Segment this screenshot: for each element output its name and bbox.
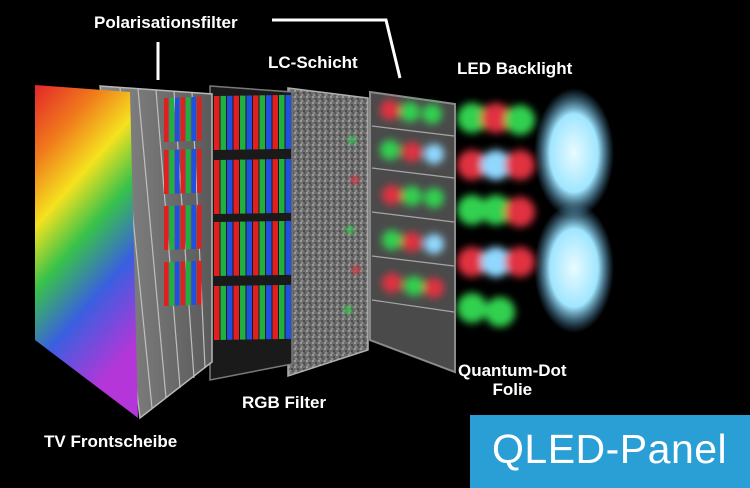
rgb-subpixel [246, 159, 252, 214]
rgb-subpixel [233, 221, 239, 276]
rgb-subpixel [253, 285, 259, 340]
rgb-subpixel [259, 95, 265, 150]
rgb-subpixel [233, 159, 239, 214]
rgb-subpixel [227, 159, 233, 214]
badge-title: QLED-Panel [492, 426, 728, 472]
label-led-backlight: LED Backlight [457, 59, 573, 78]
label-rgb-filter: RGB Filter [242, 393, 327, 412]
rgb-subpixel [233, 95, 239, 150]
rgb-subpixel [175, 149, 180, 194]
rgb-subpixel [191, 261, 196, 305]
rgb-subpixel [285, 284, 291, 339]
rgb-subpixel [214, 286, 220, 340]
rgb-subpixel [197, 204, 202, 249]
rgb-subpixel [285, 158, 291, 213]
label-polarisationsfilter: Polarisationsfilter [94, 13, 238, 32]
rgb-subpixel [266, 159, 272, 214]
rgb-subpixel [164, 206, 169, 250]
rgb-subpixel [227, 285, 233, 340]
rgb-subpixel [272, 159, 278, 214]
rgb-subpixel [266, 285, 272, 340]
rgb-subpixel [175, 97, 180, 142]
rgb-subpixel [214, 222, 220, 276]
rgb-subpixel [180, 97, 185, 142]
rgb-subpixel [164, 150, 169, 194]
rgb-subpixel [220, 95, 226, 150]
label-quantum-dot-line1: Quantum-Dot [458, 361, 567, 380]
rgb-subpixel [279, 285, 285, 339]
leader-lc-schicht [272, 18, 402, 79]
led-glow-bottom [534, 203, 614, 333]
rgb-subpixel [164, 262, 169, 306]
rgb-subpixel [220, 221, 226, 276]
rgb-subpixel [191, 205, 196, 249]
rgb-subpixel [220, 285, 226, 340]
rgb-subpixel [240, 159, 246, 214]
rgb-subpixel [186, 261, 191, 306]
label-quantum-dot-line2: Folie [492, 380, 533, 399]
rgb-subpixel [279, 221, 285, 275]
lc-schicht-layer [287, 87, 369, 378]
rgb-subpixel [272, 95, 278, 150]
rgb-subpixel [169, 149, 174, 194]
led-glow-top [534, 88, 614, 218]
rgb-subpixel [180, 205, 185, 250]
rgb-subpixel [227, 95, 233, 150]
label-tv-frontscheibe: TV Frontscheibe [44, 432, 178, 451]
rgb-subpixel [285, 94, 291, 149]
rgb-subpixel [186, 97, 191, 142]
rgb-subpixel [266, 95, 272, 150]
rgb-subpixel [169, 205, 174, 250]
rgb-subpixel [279, 95, 285, 149]
rgb-subpixel [186, 149, 191, 194]
rgb-subpixel [272, 285, 278, 340]
rgb-subpixel [180, 261, 185, 306]
rgb-subpixel [164, 98, 169, 142]
rgb-subpixel [220, 159, 226, 214]
rgb-subpixel [197, 148, 202, 193]
rgb-subpixel [259, 221, 265, 276]
rgb-subpixel [246, 285, 252, 340]
label-quantum-dot-folie: Quantum-Dot Folie [458, 361, 567, 399]
rgb-subpixel [253, 159, 259, 214]
rgb-subpixel [197, 96, 202, 141]
rgb-subpixel [214, 160, 220, 214]
rgb-filter-layer [209, 85, 293, 381]
rgb-subpixel [197, 260, 202, 305]
quantum-dot-layer [457, 103, 535, 327]
rgb-subpixel [259, 285, 265, 340]
rgb-subpixel [175, 205, 180, 250]
lc-rear-frame [369, 90, 456, 374]
rgb-subpixel [240, 95, 246, 150]
rgb-subpixel [175, 261, 180, 306]
rgb-subpixel [279, 159, 285, 213]
rgb-subpixel [246, 95, 252, 150]
rgb-subpixel [253, 95, 259, 150]
rgb-subpixel [240, 285, 246, 340]
rgb-subpixel [180, 149, 185, 194]
rgb-subpixel [272, 221, 278, 276]
rgb-subpixel [169, 261, 174, 306]
rgb-subpixel [191, 149, 196, 193]
rgb-subpixel [186, 205, 191, 250]
rgb-subpixel [259, 159, 265, 214]
led-backlight-layer [534, 88, 614, 333]
rgb-subpixel [227, 221, 233, 276]
rgb-subpixel [169, 97, 174, 142]
rgb-subpixel [214, 96, 220, 150]
rgb-subpixel [266, 221, 272, 276]
rgb-subpixel [285, 220, 291, 275]
rgb-subpixel [233, 285, 239, 340]
leader-lines [156, 18, 402, 80]
label-lc-schicht: LC-Schicht [268, 53, 358, 72]
qled-panel-badge: QLED-Panel [470, 415, 750, 488]
rgb-subpixel [191, 97, 196, 141]
rgb-subpixel [240, 221, 246, 276]
rgb-subpixel [253, 221, 259, 276]
rgb-subpixel [246, 221, 252, 276]
tv-frontscheibe-layer [35, 85, 138, 418]
